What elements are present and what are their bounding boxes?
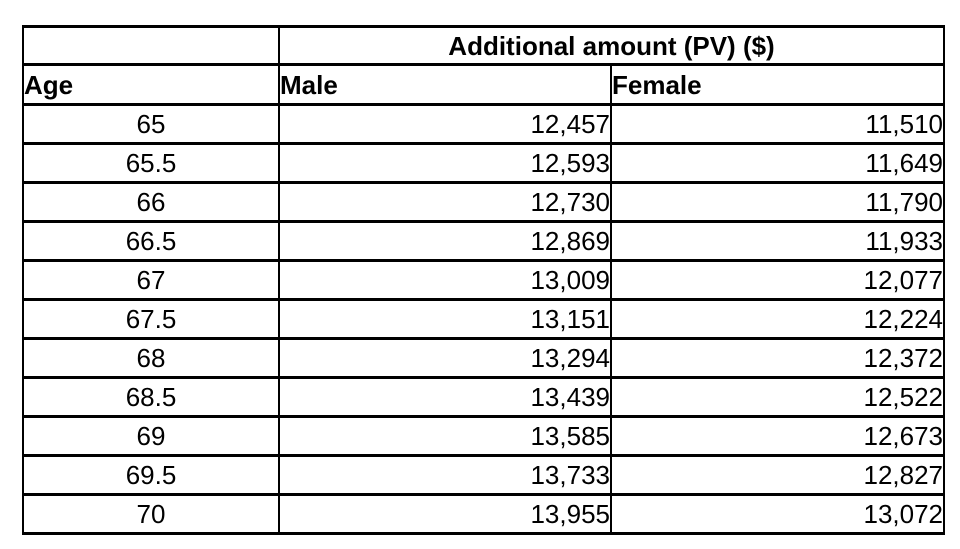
table-row: 69 13,585 12,673 xyxy=(22,415,946,457)
age-cell: 69 xyxy=(22,415,280,457)
empty-corner-cell xyxy=(22,25,280,66)
table-row: 65 12,457 11,510 xyxy=(22,103,946,145)
female-cell: 13,072 xyxy=(609,493,946,535)
column-header-row: Age Male Female xyxy=(22,63,946,106)
age-cell: 67.5 xyxy=(22,298,280,340)
table-row: 66 12,730 11,790 xyxy=(22,181,946,223)
age-cell: 69.5 xyxy=(22,454,280,496)
age-cell: 65.5 xyxy=(22,142,280,184)
male-cell: 13,439 xyxy=(278,376,612,418)
age-cell: 65 xyxy=(22,103,280,145)
female-cell: 11,933 xyxy=(609,220,946,262)
table-row: 70 13,955 13,072 xyxy=(22,493,946,535)
table-row: 68.5 13,439 12,522 xyxy=(22,376,946,418)
male-cell: 13,151 xyxy=(278,298,612,340)
female-column-header: Female xyxy=(609,63,946,106)
female-cell: 12,673 xyxy=(609,415,946,457)
female-cell: 11,510 xyxy=(609,103,946,145)
male-cell: 13,955 xyxy=(278,493,612,535)
male-cell: 13,009 xyxy=(278,259,612,301)
female-cell: 12,224 xyxy=(609,298,946,340)
age-column-header: Age xyxy=(22,63,280,106)
table-row: 67.5 13,151 12,224 xyxy=(22,298,946,340)
female-cell: 12,077 xyxy=(609,259,946,301)
male-cell: 12,869 xyxy=(278,220,612,262)
age-cell: 66 xyxy=(22,181,280,223)
table-row: 66.5 12,869 11,933 xyxy=(22,220,946,262)
male-cell: 13,585 xyxy=(278,415,612,457)
female-cell: 12,827 xyxy=(609,454,946,496)
male-cell: 12,593 xyxy=(278,142,612,184)
age-cell: 70 xyxy=(22,493,280,535)
annuity-amount-table: Additional amount (PV) ($) Age Male Fema… xyxy=(22,25,946,535)
male-column-header: Male xyxy=(278,63,612,106)
female-cell: 11,649 xyxy=(609,142,946,184)
table-row: 65.5 12,593 11,649 xyxy=(22,142,946,184)
male-cell: 12,457 xyxy=(278,103,612,145)
age-cell: 67 xyxy=(22,259,280,301)
spanning-header-cell: Additional amount (PV) ($) xyxy=(277,25,946,66)
female-cell: 12,522 xyxy=(609,376,946,418)
spanning-header-row: Additional amount (PV) ($) xyxy=(22,25,946,66)
male-cell: 13,294 xyxy=(278,337,612,379)
age-cell: 66.5 xyxy=(22,220,280,262)
female-cell: 12,372 xyxy=(609,337,946,379)
female-cell: 11,790 xyxy=(609,181,946,223)
age-cell: 68.5 xyxy=(22,376,280,418)
male-cell: 13,733 xyxy=(278,454,612,496)
male-cell: 12,730 xyxy=(278,181,612,223)
table-row: 69.5 13,733 12,827 xyxy=(22,454,946,496)
age-cell: 68 xyxy=(22,337,280,379)
table-row: 67 13,009 12,077 xyxy=(22,259,946,301)
table-row: 68 13,294 12,372 xyxy=(22,337,946,379)
